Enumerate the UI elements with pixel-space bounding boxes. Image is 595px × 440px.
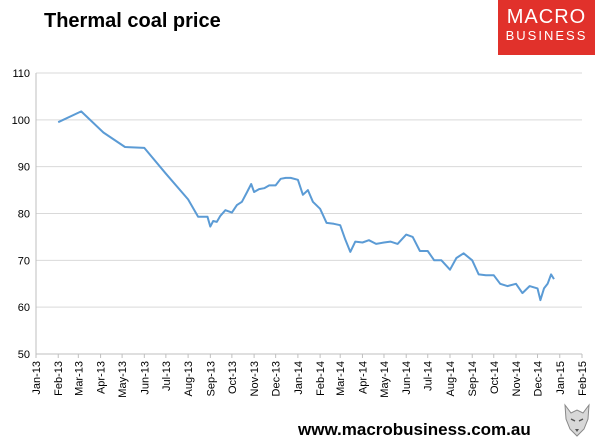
y-tick-label: 100 (12, 115, 30, 127)
x-tick-label: Nov-13 (249, 361, 261, 396)
x-tick-label: Nov-14 (511, 361, 523, 396)
x-tick-label: May-14 (379, 361, 391, 398)
brand-logo[interactable]: MACRO BUSINESS (498, 0, 595, 55)
brand-logo-line1: MACRO (506, 6, 587, 28)
y-tick-label: 70 (18, 255, 30, 267)
x-tick-label: May-13 (117, 361, 129, 398)
series-line (57, 110, 555, 302)
gridlines (36, 72, 582, 308)
axes (35, 73, 583, 358)
x-tick-label: Aug-14 (445, 361, 457, 396)
x-tick-label: Jan-13 (31, 361, 43, 395)
y-tick-label: 90 (18, 162, 30, 174)
x-tick-label: Apr-13 (96, 361, 108, 394)
x-tick-label: Feb-15 (577, 361, 589, 396)
brand-logo-line2: BUSINESS (505, 28, 588, 43)
x-tick-label: Mar-14 (335, 361, 347, 396)
x-tick-label: Oct-14 (489, 361, 501, 394)
x-tick-label: Mar-13 (73, 361, 85, 396)
x-tick-label: Feb-13 (53, 361, 65, 396)
x-tick-label: Dec-14 (533, 361, 545, 396)
x-tick-label: Jan-14 (293, 361, 305, 395)
y-tick-label: 50 (18, 349, 30, 361)
y-tick-label: 80 (18, 209, 30, 221)
x-tick-label: Jun-13 (139, 361, 151, 395)
x-tick-label: Sep-14 (467, 361, 479, 396)
x-tick-label: Jun-14 (401, 361, 413, 395)
x-tick-label: Apr-14 (357, 361, 369, 394)
y-tick-labels: 50 60 70 80 90 100 110 (12, 68, 30, 361)
y-tick-label: 60 (18, 302, 30, 314)
chart-title: Thermal coal price (44, 10, 221, 32)
x-tick-label: Jan-15 (555, 361, 567, 395)
y-tick-label: 110 (12, 68, 30, 80)
x-tick-label: Oct-13 (227, 361, 239, 394)
x-tick-label: Feb-14 (315, 361, 327, 396)
site-url[interactable]: www.macrobusiness.com.au (298, 420, 531, 439)
x-tick-label: Aug-13 (183, 361, 195, 396)
x-tick-label: Dec-13 (271, 361, 283, 396)
series-layer (57, 110, 555, 302)
x-tick-label: Jul-14 (423, 361, 435, 391)
x-tick-labels: Jan-13 Feb-13 Mar-13 Apr-13 May-13 Jun-13 Jul-… (31, 361, 589, 398)
wolf-icon (564, 403, 590, 437)
x-tick-label: Jul-13 (161, 361, 173, 391)
x-tick-label: Sep-13 (205, 361, 217, 396)
